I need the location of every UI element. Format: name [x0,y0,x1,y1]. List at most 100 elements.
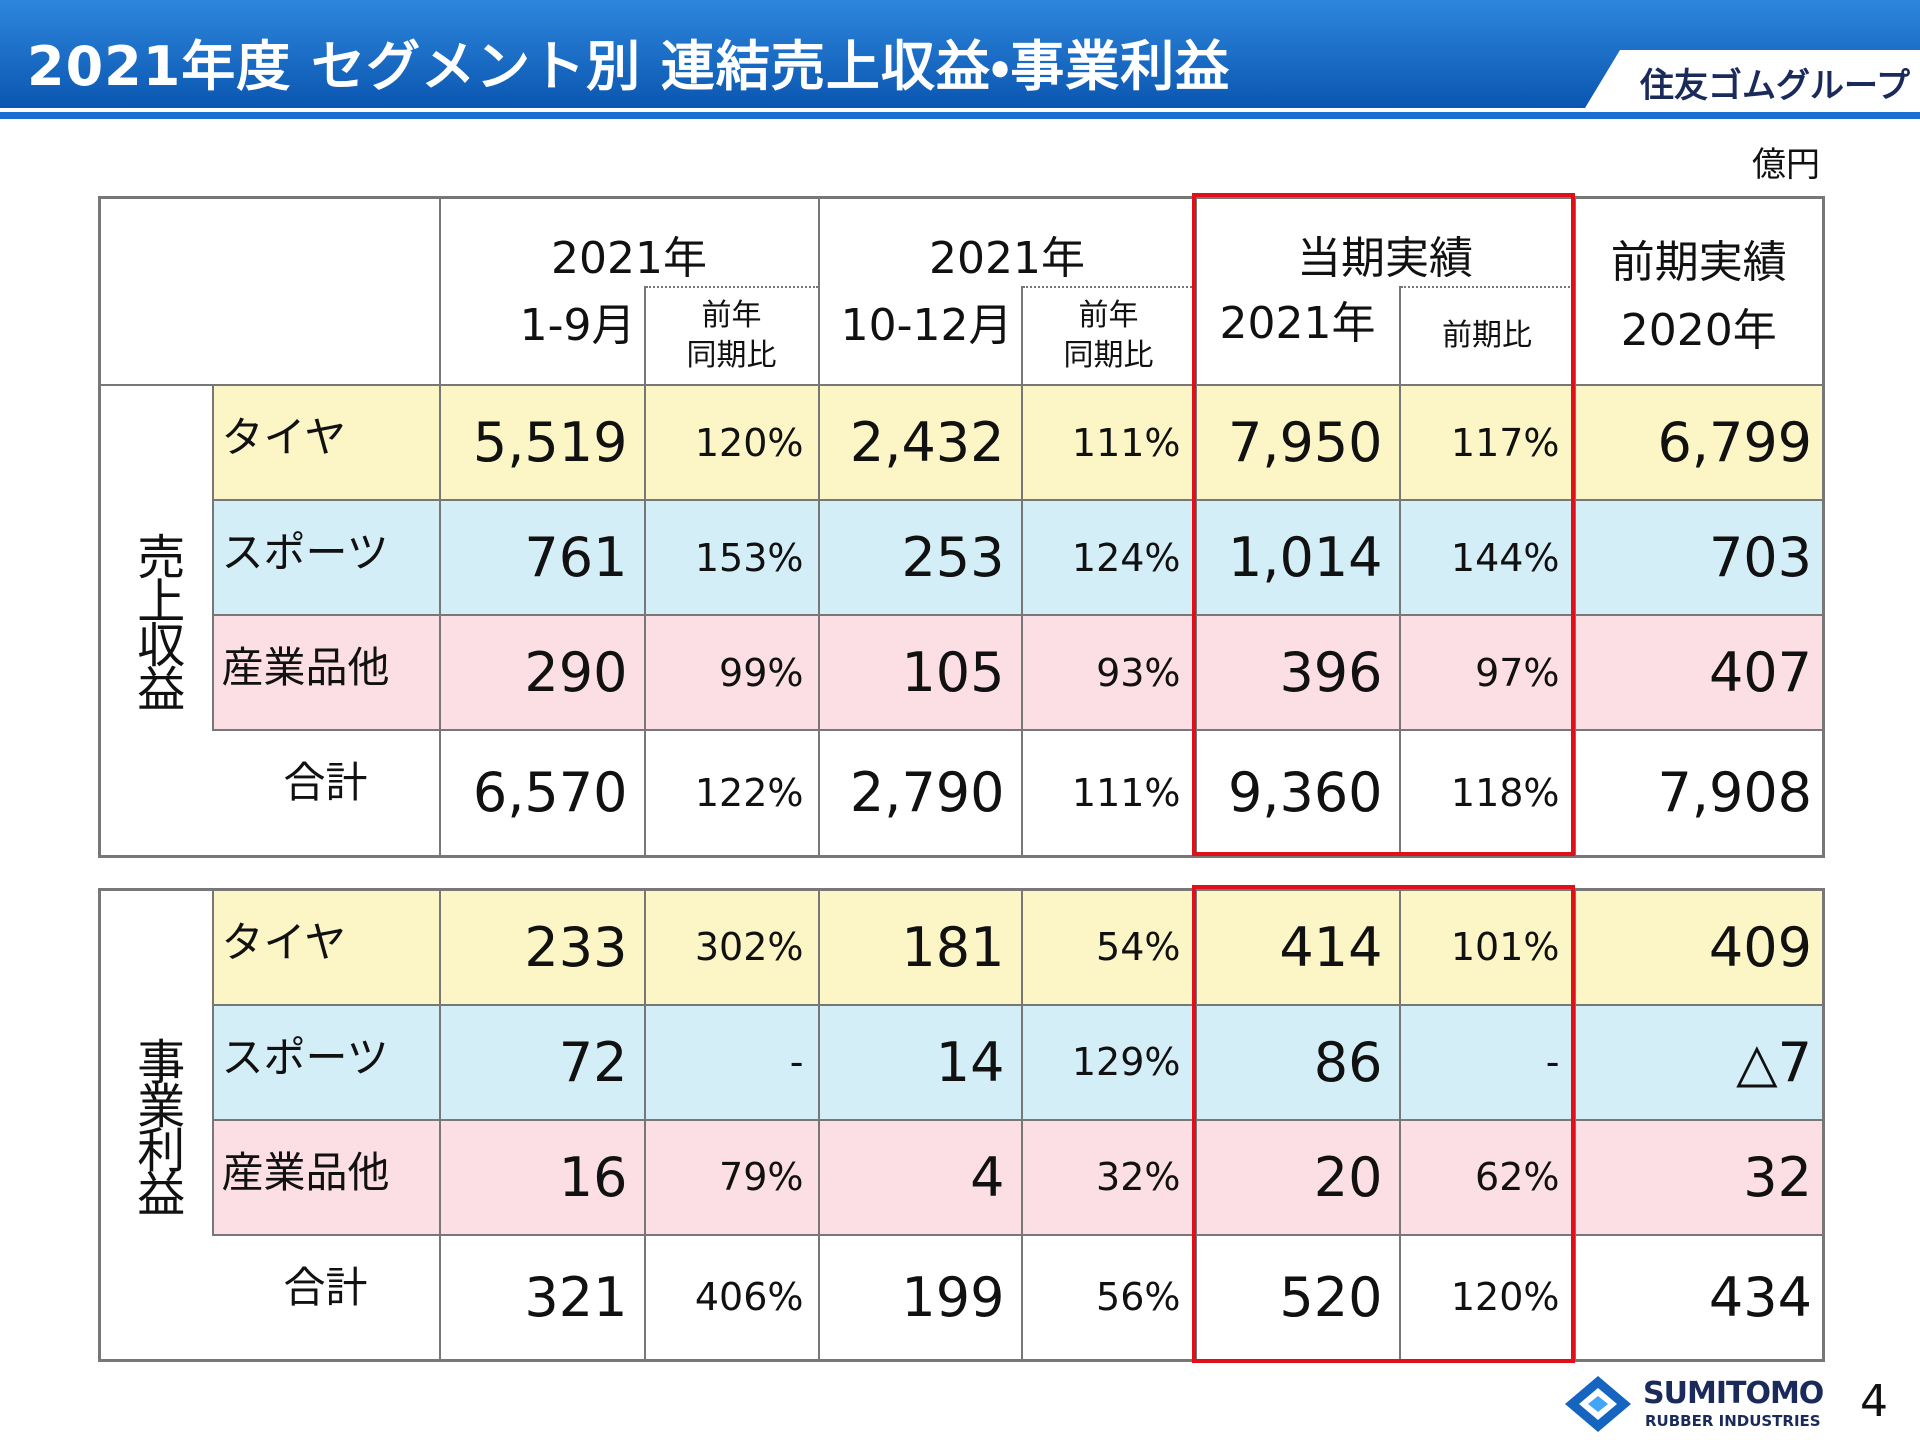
row-label: タイヤ [211,888,441,1006]
value-cell: 2,790 [817,729,1023,857]
data-table: 事業利益 タイヤ 233 302% 181 54% 414 101% 409 スポーツ 72-14 1… [98,888,1825,1362]
ratio-cell: - [643,1003,820,1121]
data-row: 合計 321 406% 199 56% 520 120% 434 [100,1233,1825,1362]
value-cell: 20 [1194,1118,1401,1236]
ratio-cell: 118% [1398,729,1576,857]
row-label: スポーツ [211,499,441,616]
value-cell: 7,950 [1194,384,1401,501]
column-header: 前期実績 2020年 [1573,196,1825,386]
ratio-cell: 406% [643,1233,820,1362]
ratio-cell: 129% [1020,1003,1197,1121]
unit: 億円 [1752,145,1820,185]
data-row: 合計 6,570 122% 2,790 111% 9,360 118% 7,908 [100,729,1825,857]
value-cell: 253 [817,499,1023,616]
value-cell: 396 [1194,614,1401,731]
value-cell: 2,432 [817,384,1023,501]
ratio-cell: 32% [1020,1118,1197,1236]
value-cell: 407 [1573,614,1825,731]
value-cell: 6,799 [1573,384,1825,501]
ratio-header: 前年 同期比 [1020,286,1197,386]
column-subheader: 10-12月 [817,287,1023,386]
value-cell: 1,014 [1194,499,1401,616]
value-cell: 761 [438,499,646,616]
column-header: 2021年 [438,196,820,287]
row-label: 合計 [212,1233,441,1362]
ratio-cell: 111% [1020,729,1197,857]
column-subheader: 2021年 [1194,287,1401,386]
value-cell: 16 [438,1118,646,1236]
header-row: 1-9月 前年 同期比 10-12月 前年 同期比 2021年 前期比 [100,286,1824,386]
value-cell: 9,360 [1194,729,1401,857]
title: 2021年度 セグメント別 連結売上収益・事業利益 [27,35,1231,98]
logo-text: SUMITOMO [1643,1376,1824,1411]
ratio-cell: 62% [1398,1118,1576,1236]
logo-mark [1565,1376,1631,1432]
data-row: スポーツ 72-14 129% 86- △7 [100,1003,1825,1121]
ratio-cell: - [1398,1003,1576,1121]
section-label: 売上収益 [98,384,213,857]
value-cell: 199 [817,1233,1023,1362]
ratio-cell: 122% [643,729,820,857]
value-cell: 181 [817,888,1023,1006]
data-row: スポーツ 761 153% 253 124% 1,014 144% 703 [100,499,1825,616]
value-cell: 105 [817,614,1023,731]
header-row: 2021年 2021年 当期実績 前期実績 2020年 [98,196,1825,386]
table-body: 事業利益 タイヤ 233 302% 181 54% 414 101% 409 スポーツ 72-14 1… [98,888,1825,1362]
ratio-cell: 120% [643,384,820,501]
logo-subtext: RUBBER INDUSTRIES [1645,1412,1821,1430]
ratio-header-line: 前年 [701,298,762,333]
ratio-cell: 99% [643,614,820,731]
column-header: 当期実績 [1194,196,1576,287]
column-header-line: 2020年 [1620,304,1777,356]
brand: 住友ゴムグループ [1640,66,1910,106]
table-body: 2021年 2021年 当期実績 前期実績 2020年 1-9月 前年 同期比 10-12月 前年… [98,196,1825,857]
row-label: タイヤ [211,384,441,501]
value-cell: △7 [1573,1003,1825,1121]
ratio-cell: 117% [1398,384,1576,501]
value-cell: 4 [817,1118,1023,1236]
value-cell: 233 [438,888,646,1006]
ratio-cell: 101% [1398,888,1576,1006]
value-cell: 434 [1573,1233,1825,1362]
ratio-cell: 120% [1398,1233,1576,1362]
value-cell: 72 [438,1003,646,1121]
value-cell: 32 [1573,1118,1825,1236]
column-subheader: 1-9月 [438,287,646,386]
ratio-header: 前年 同期比 [643,286,820,386]
highlight-box [1192,193,1575,856]
ratio-cell: 56% [1020,1233,1197,1362]
ratio-header-line: 同期比 [1063,338,1154,373]
ratio-cell: 124% [1020,499,1197,616]
ratio-cell: 111% [1020,384,1197,501]
ratio-cell: 302% [643,888,820,1006]
data-row: 売上収益 タイヤ 5,519 120% 2,432 111% 7,950 117% 6,799 [98,384,1825,857]
row-label: 産業品他 [211,614,441,731]
ratio-header-line: 前年 [1078,298,1139,333]
row-label: 産業品他 [211,1118,441,1236]
row-label: スポーツ [211,1003,441,1121]
row-label: 合計 [212,729,441,857]
value-cell: 703 [1573,499,1825,616]
ratio-cell: 54% [1020,888,1197,1006]
ratio-cell: 144% [1398,499,1576,616]
value-cell: 6,570 [438,729,646,857]
column-header: 2021年 [817,196,1197,287]
ratio-cell: 79% [643,1118,820,1236]
value-cell: 321 [438,1233,646,1362]
value-cell: 14 [817,1003,1023,1121]
value-cell: 409 [1573,888,1825,1006]
header-bar [0,0,1920,119]
data-row: 産業品他 290 99% 105 93% 396 97% 407 [100,614,1825,731]
ratio-header-line: 前期比 [1442,318,1533,353]
data-row: 産業品他 16 79% 4 32% 20 62% 32 [100,1118,1825,1236]
column-header-line: 前期実績 [1610,236,1787,288]
section-label: 事業利益 [98,888,213,1362]
ratio-cell: 97% [1398,614,1576,731]
value-cell: 7,908 [1573,729,1825,857]
value-cell: 414 [1194,888,1401,1006]
corner-cell [98,196,441,386]
page-number: 4 [1860,1376,1888,1427]
ratio-cell: 93% [1020,614,1197,731]
highlight-box [1192,885,1575,1363]
